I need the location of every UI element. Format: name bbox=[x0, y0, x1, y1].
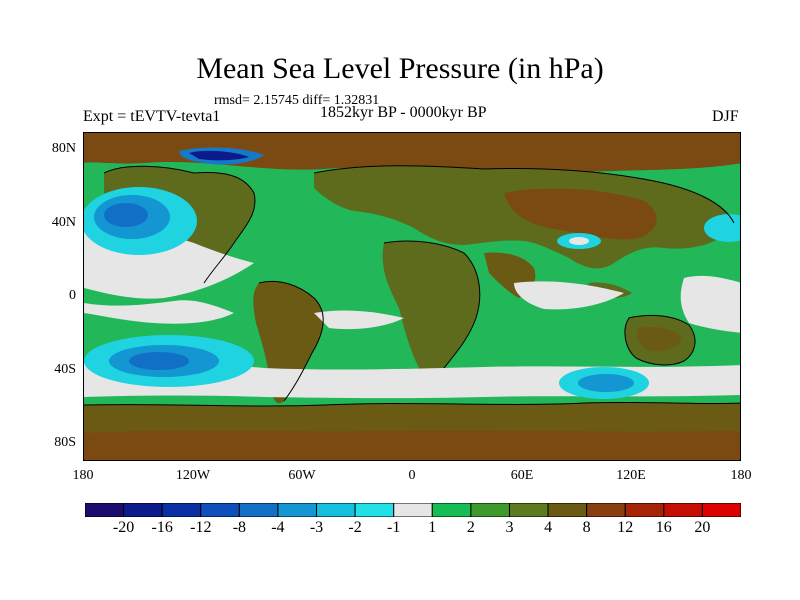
colorbar-label: 12 bbox=[617, 519, 634, 536]
colorbar-swatch bbox=[470, 503, 510, 517]
colorbar-swatch bbox=[277, 503, 318, 517]
map-field bbox=[84, 133, 740, 460]
south-indian-low-core bbox=[578, 374, 634, 392]
colorbar-label: -16 bbox=[151, 519, 173, 536]
australia-high bbox=[637, 326, 682, 352]
colorbar-label: -2 bbox=[348, 519, 362, 536]
lon-tick-60w: 60W bbox=[288, 468, 316, 483]
lon-tick-120e: 120E bbox=[616, 468, 646, 483]
lat-tick-40s: 40S bbox=[54, 362, 76, 377]
aleutian-low-core bbox=[104, 203, 148, 227]
lat-tick-80s: 80S bbox=[54, 435, 76, 450]
colorbar-swatch bbox=[701, 503, 741, 517]
colorbar-swatch bbox=[431, 503, 472, 517]
colorbar-label: -1 bbox=[387, 519, 401, 536]
colorbar-label: 16 bbox=[655, 519, 672, 536]
tibet-low-core bbox=[569, 237, 589, 245]
colorbar-label: -3 bbox=[309, 519, 324, 536]
colorbar-label: 2 bbox=[466, 519, 475, 536]
lat-tick-80n: 80N bbox=[51, 141, 76, 156]
colorbar-swatch bbox=[123, 503, 163, 517]
colorbar-label: -4 bbox=[271, 519, 285, 536]
equatorial-pacific-neutral bbox=[84, 300, 234, 324]
season-label: DJF bbox=[712, 108, 739, 125]
lon-tick-180-right: 180 bbox=[730, 468, 752, 483]
rmsd-diff-stats: rmsd= 2.15745 diff= 1.32831 bbox=[214, 93, 380, 108]
colorbar-label: 8 bbox=[582, 519, 591, 536]
colorbar-label: 20 bbox=[694, 519, 711, 536]
colorbar-swatch bbox=[354, 503, 395, 517]
colorbar-swatch bbox=[663, 503, 703, 517]
lat-tick-40n: 40N bbox=[51, 215, 76, 230]
greenland-low-core bbox=[189, 150, 249, 161]
colorbar-swatch bbox=[586, 503, 626, 517]
colorbar-label: -12 bbox=[190, 519, 212, 536]
coastlines bbox=[84, 165, 740, 407]
experiment-label: Expt = tEVTV-tevta1 bbox=[83, 108, 221, 125]
colorbar-swatch bbox=[547, 503, 588, 517]
lon-tick-180-left: 180 bbox=[72, 468, 94, 483]
northeast-pacific-low bbox=[704, 214, 740, 242]
colorbar-swatch bbox=[316, 503, 356, 517]
period-label: 1852kyr BP - 0000kyr BP bbox=[320, 104, 487, 121]
colorbar bbox=[85, 503, 741, 517]
lat-tick-0: 0 bbox=[69, 288, 76, 303]
colorbar-swatch bbox=[200, 503, 240, 517]
colorbar-swatch bbox=[624, 503, 665, 517]
arctic-high bbox=[84, 133, 740, 177]
colorbar-label: 1 bbox=[428, 519, 437, 536]
pressure-anomaly-map bbox=[83, 132, 741, 461]
indian-ocean-neutral bbox=[514, 281, 624, 310]
asia-high bbox=[504, 188, 657, 240]
colorbar-swatch bbox=[85, 503, 125, 517]
south-atlantic-neutral bbox=[314, 310, 404, 330]
colorbar-swatch bbox=[238, 503, 279, 517]
colorbar-label: 4 bbox=[544, 519, 553, 536]
south-pacific-low-core bbox=[129, 352, 189, 370]
colorbar-label: -20 bbox=[112, 519, 135, 536]
antarctica-high bbox=[84, 430, 740, 460]
colorbar-swatch bbox=[393, 503, 433, 517]
colorbar-label: -8 bbox=[232, 519, 247, 536]
plot-title: Mean Sea Level Pressure (in hPa) bbox=[196, 52, 604, 85]
colorbar-swatch bbox=[161, 503, 202, 517]
colorbar-swatch bbox=[508, 503, 549, 517]
lon-tick-120w: 120W bbox=[175, 468, 211, 483]
colorbar-label: 3 bbox=[505, 519, 514, 536]
west-pacific-neutral bbox=[680, 275, 740, 333]
lon-tick-60e: 60E bbox=[510, 468, 534, 483]
lon-tick-0: 0 bbox=[408, 468, 416, 483]
africa-land bbox=[382, 241, 480, 376]
